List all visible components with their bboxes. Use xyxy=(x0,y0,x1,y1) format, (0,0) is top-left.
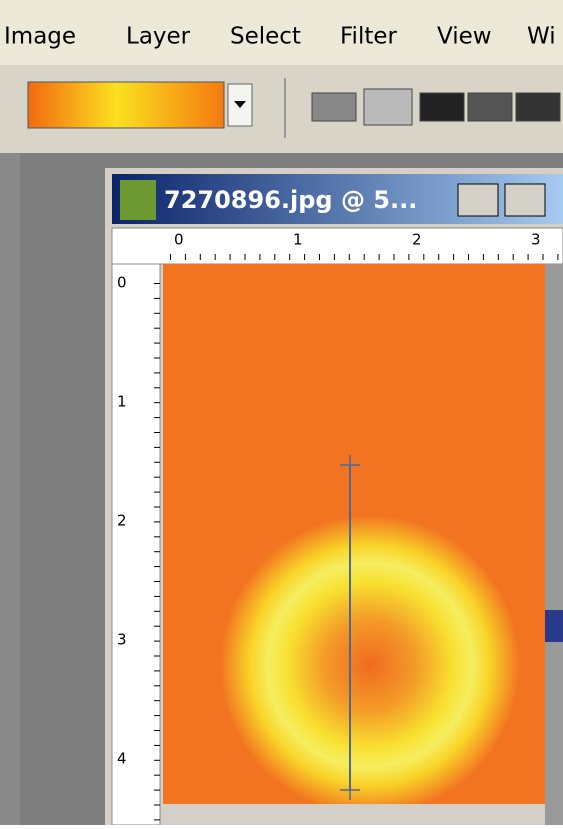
ruler-x-label: 2 xyxy=(412,231,422,249)
side-panel xyxy=(0,153,20,825)
minimize-button[interactable] xyxy=(458,184,498,216)
document-title: 7270896.jpg @ 5... xyxy=(164,186,417,214)
gradient-swatch[interactable] xyxy=(28,82,224,128)
canvas xyxy=(163,264,545,804)
ruler-x-label: 1 xyxy=(293,231,303,249)
menu-item[interactable]: Layer xyxy=(126,24,191,50)
page: Image Layer Select Filter View Wi 7270896.jpg… xyxy=(0,0,563,825)
reflected-gradient-button[interactable] xyxy=(468,93,512,121)
ruler-y-label: 0 xyxy=(117,274,127,292)
radial-gradient-button[interactable] xyxy=(364,89,412,125)
ruler-y-label: 3 xyxy=(117,631,127,649)
ruler-x-label: 3 xyxy=(531,231,541,249)
ruler-y-label: 1 xyxy=(117,393,127,411)
menu-item[interactable]: Image xyxy=(4,24,76,50)
panel-edge xyxy=(545,264,563,825)
menu-item[interactable]: Filter xyxy=(340,24,398,50)
ruler-ticks xyxy=(170,254,563,264)
maximize-button[interactable] xyxy=(505,184,545,216)
photoshop-screen: Image Layer Select Filter View Wi 7270896.jpg… xyxy=(0,0,563,825)
angle-gradient-button[interactable] xyxy=(420,93,464,121)
document-icon xyxy=(120,180,156,220)
panel-title xyxy=(545,610,563,642)
menu-item[interactable]: Select xyxy=(230,24,301,50)
ruler-ticks xyxy=(150,270,160,825)
ruler-y-label: 2 xyxy=(117,512,127,530)
menu-item[interactable]: Wi xyxy=(527,24,556,50)
linear-gradient-button[interactable] xyxy=(312,93,356,121)
diamond-gradient-button[interactable] xyxy=(516,93,560,121)
ruler-x-label: 0 xyxy=(174,231,184,249)
ruler-y-label: 4 xyxy=(117,750,127,768)
menu-item[interactable]: View xyxy=(437,24,492,50)
gradient-types xyxy=(312,89,560,125)
